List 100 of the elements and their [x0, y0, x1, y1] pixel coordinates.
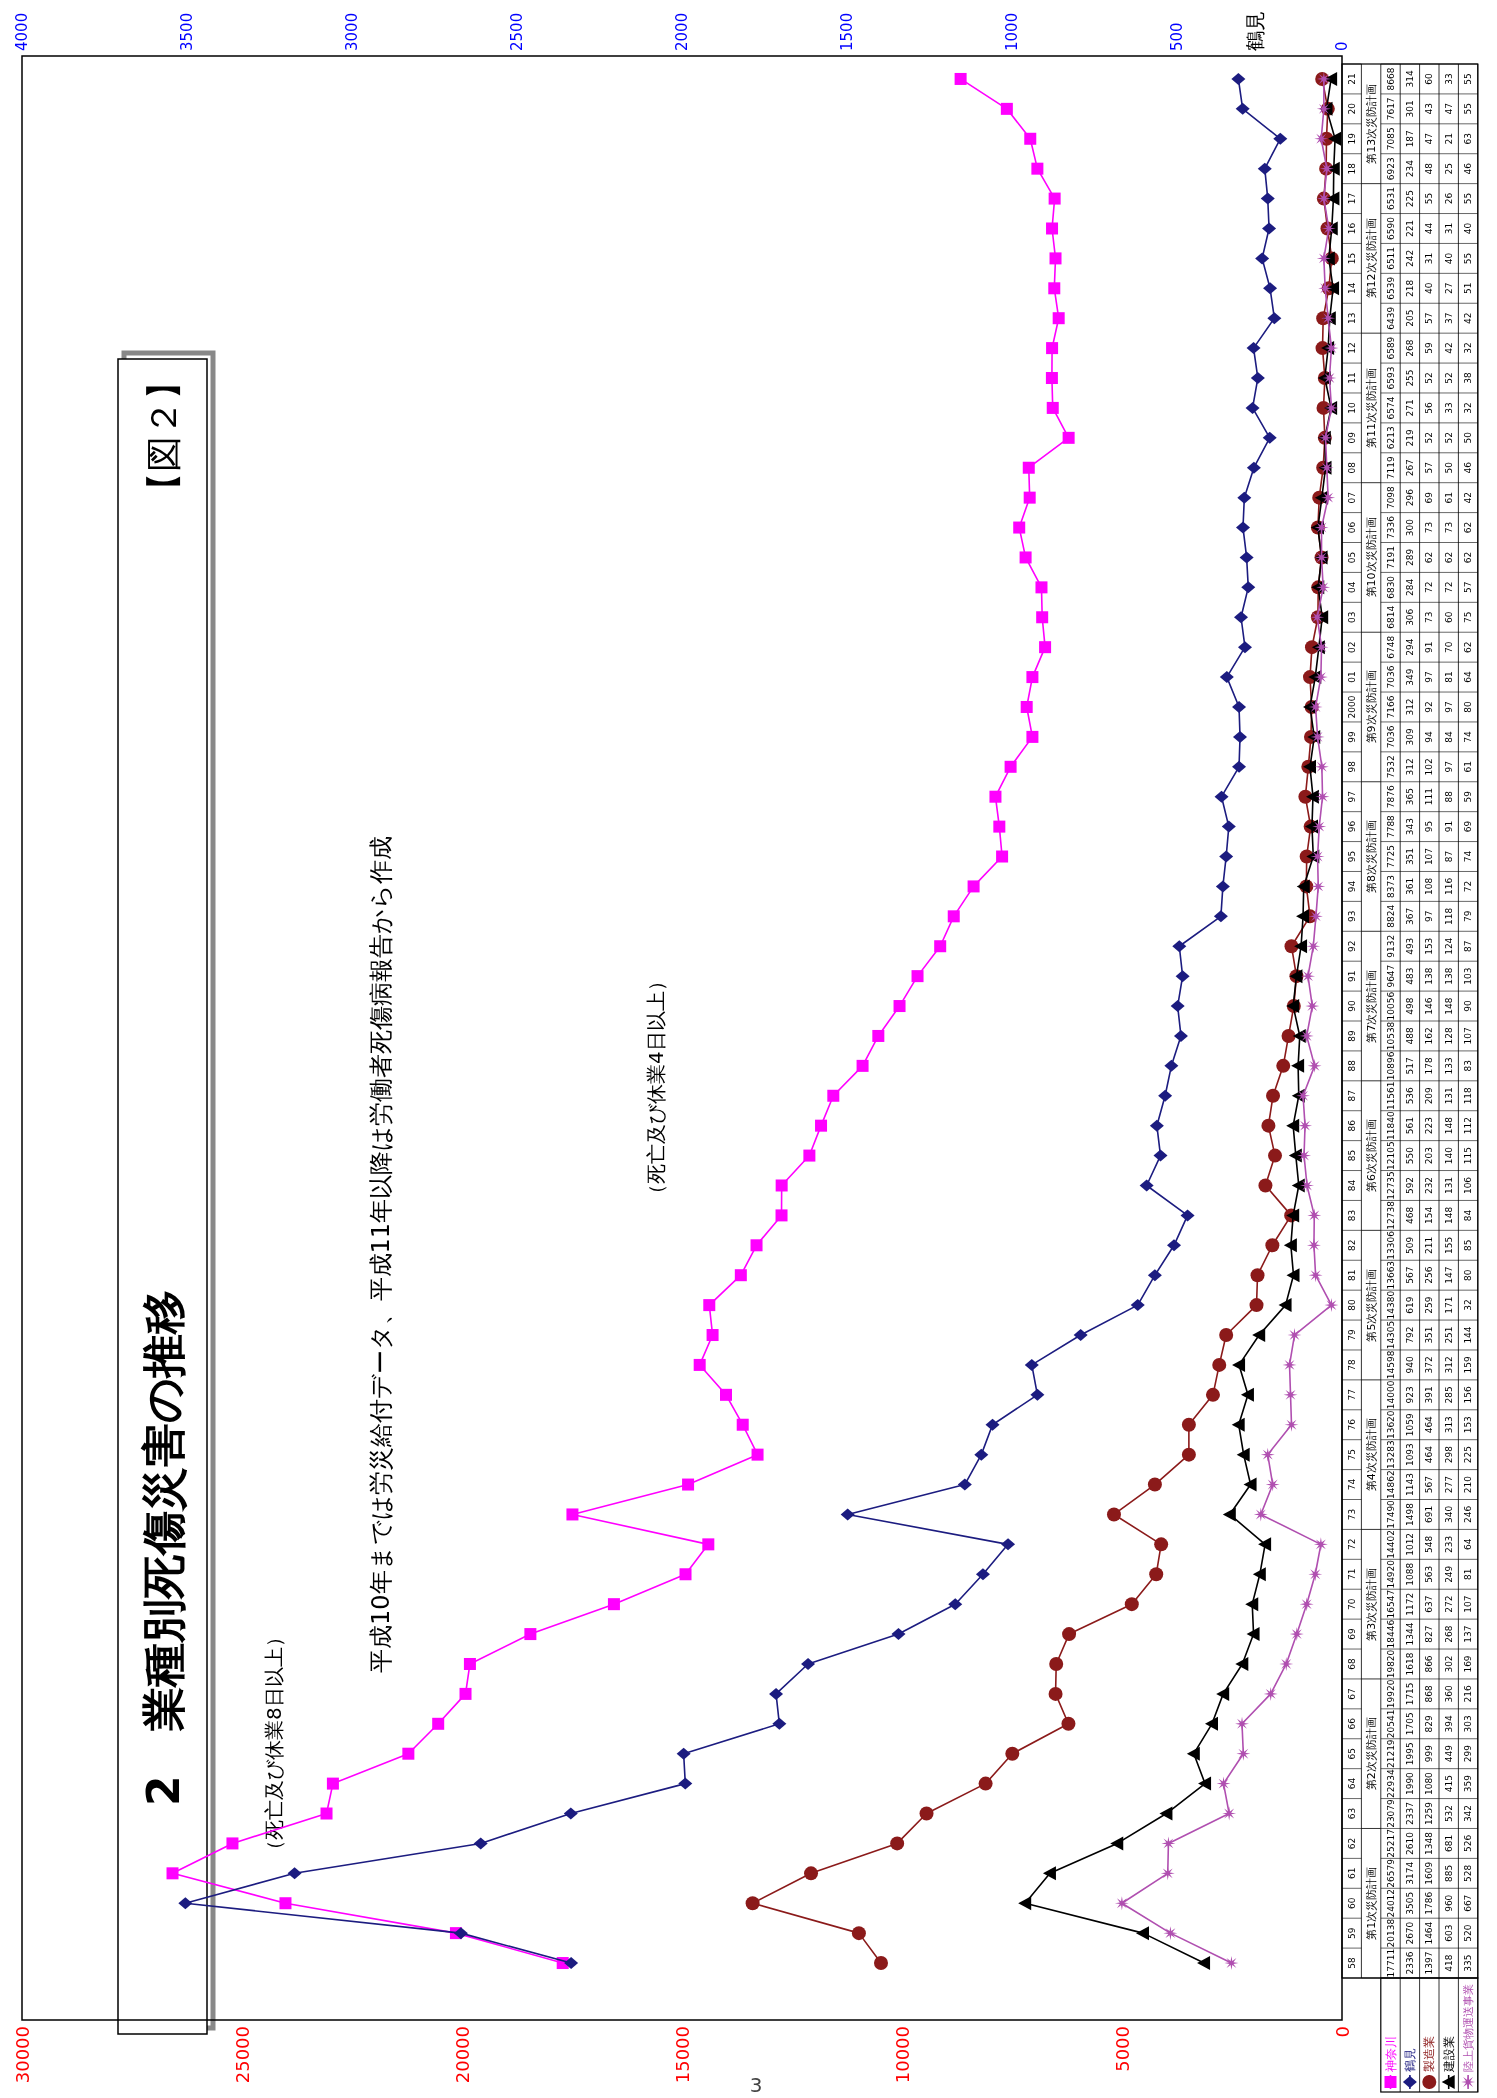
- data-label: 69: [1463, 820, 1474, 833]
- data-label: 57: [1463, 581, 1474, 594]
- data-label: 50: [1463, 431, 1474, 444]
- data-label: 277: [1443, 1475, 1454, 1494]
- data-label: 153: [1424, 937, 1435, 955]
- y-tick-label: 80: [1346, 1299, 1357, 1311]
- y-tick-label: 67: [1346, 1688, 1357, 1700]
- data-label: 2610: [1404, 1831, 1415, 1855]
- y-tick-label: 04: [1346, 581, 1357, 594]
- data-label: 233: [1443, 1535, 1454, 1553]
- data-label: 118: [1443, 907, 1454, 925]
- text: 第5次災防計画: [1364, 1268, 1378, 1342]
- data-label: 32: [1463, 402, 1474, 414]
- data-label: 60: [1424, 72, 1435, 85]
- data-label: 6590: [1385, 216, 1396, 240]
- data-label: 7036: [1385, 725, 1396, 749]
- y-tick-label: 79: [1346, 1329, 1357, 1341]
- data-label: 42: [1463, 312, 1474, 324]
- text: 第2次災防計画: [1364, 1717, 1378, 1791]
- data-label: 313: [1443, 1416, 1454, 1434]
- data-label: 1786: [1424, 1891, 1435, 1915]
- data-label: 391: [1424, 1386, 1435, 1404]
- data-label: 85: [1463, 1239, 1474, 1252]
- data-label: 272: [1443, 1595, 1454, 1613]
- text: 第11次災防計画: [1364, 367, 1378, 448]
- data-label: 637: [1424, 1595, 1435, 1613]
- data-label: 6439: [1385, 306, 1396, 330]
- y-tick-label: 70: [1346, 1598, 1357, 1610]
- y-tick-label: 85: [1346, 1149, 1357, 1162]
- data-label: 14920: [1385, 1559, 1396, 1589]
- legend: 神奈川 鶴見 製造業 建設業 陸上貨物運送事業: [1383, 1984, 1476, 2090]
- data-label: 866: [1424, 1655, 1435, 1673]
- data-label: 268: [1443, 1625, 1454, 1643]
- data-label: 115: [1463, 1146, 1474, 1165]
- data-label: 52: [1443, 432, 1454, 444]
- x2-axis-title: 鶴見: [1243, 11, 1267, 51]
- data-label: 137: [1463, 1625, 1474, 1643]
- data-label: 351: [1424, 1326, 1435, 1344]
- y-tick-label: 73: [1346, 1508, 1357, 1521]
- data-label: 7191: [1385, 546, 1396, 569]
- data-label: 24012: [1385, 1888, 1396, 1918]
- data-label: 155: [1443, 1236, 1454, 1254]
- data-label: 64: [1463, 1538, 1474, 1551]
- y-tick-label: 59: [1346, 1927, 1357, 1939]
- data-label: 148: [1443, 1206, 1454, 1224]
- text: 第9次災防計画: [1364, 670, 1378, 744]
- data-label: 16547: [1385, 1589, 1396, 1619]
- x-tick-label: 15000: [671, 2026, 693, 2084]
- text: 2 業種別死傷災害の推移: [137, 1290, 189, 1806]
- data-label: 6531: [1385, 187, 1396, 211]
- data-label: 10896: [1385, 1051, 1396, 1081]
- data-label: 232: [1424, 1176, 1435, 1195]
- y-tick-label: 07: [1346, 491, 1357, 504]
- data-label: 94: [1424, 730, 1435, 743]
- data-label: 31: [1424, 252, 1435, 265]
- data-label: 148: [1443, 997, 1454, 1015]
- data-label: 1059: [1404, 1413, 1415, 1437]
- text: 3: [749, 2073, 763, 2097]
- data-label: 61: [1443, 491, 1454, 504]
- data-label: 10056: [1385, 991, 1396, 1021]
- data-label: 335: [1463, 1954, 1474, 1972]
- data-label: 940: [1404, 1356, 1415, 1374]
- data-label: 9132: [1385, 934, 1396, 958]
- data-label: 56: [1424, 401, 1435, 414]
- data-label: 221: [1404, 219, 1415, 238]
- data-label: 367: [1404, 907, 1415, 925]
- data-label: 7876: [1385, 784, 1396, 809]
- data-label: 294: [1404, 638, 1415, 656]
- data-label: 70: [1443, 641, 1454, 653]
- data-label: 415: [1443, 1775, 1454, 1793]
- data-label: 32: [1463, 1299, 1474, 1311]
- data-label: 43: [1424, 103, 1435, 115]
- data-label: 91: [1443, 820, 1454, 833]
- x2-tick-label: 1500: [838, 12, 856, 51]
- data-label: 25217: [1385, 1829, 1396, 1858]
- data-label: 128: [1443, 1027, 1454, 1045]
- data-label: 81: [1463, 1568, 1474, 1580]
- data-label: 1464: [1424, 1921, 1435, 1945]
- data-label: 83: [1463, 1060, 1474, 1072]
- data-label: 148: [1443, 1116, 1454, 1135]
- data-label: 6830: [1385, 575, 1396, 599]
- data-label: 209: [1424, 1086, 1435, 1105]
- data-label: 7166: [1385, 695, 1396, 719]
- data-label: 300: [1404, 518, 1415, 537]
- data-label: 284: [1404, 578, 1415, 596]
- data-label: 302: [1443, 1655, 1454, 1673]
- data-label: 118: [1463, 1086, 1474, 1105]
- data-label: 31: [1443, 222, 1454, 235]
- data-label: 225: [1463, 1446, 1474, 1464]
- data-label: 536: [1404, 1086, 1415, 1105]
- y-tick-label: 65: [1346, 1747, 1357, 1760]
- y-tick-label: 78: [1346, 1358, 1357, 1371]
- data-label: 87: [1443, 850, 1454, 863]
- y-tick-label: 94: [1346, 880, 1357, 893]
- data-label: 13306: [1385, 1230, 1396, 1260]
- data-label: 312: [1443, 1356, 1454, 1374]
- y-tick-label: 58: [1346, 1957, 1357, 1969]
- data-label: 885: [1443, 1864, 1454, 1882]
- x-tick-label: 0: [1331, 2026, 1353, 2038]
- data-label: 418: [1443, 1954, 1454, 1972]
